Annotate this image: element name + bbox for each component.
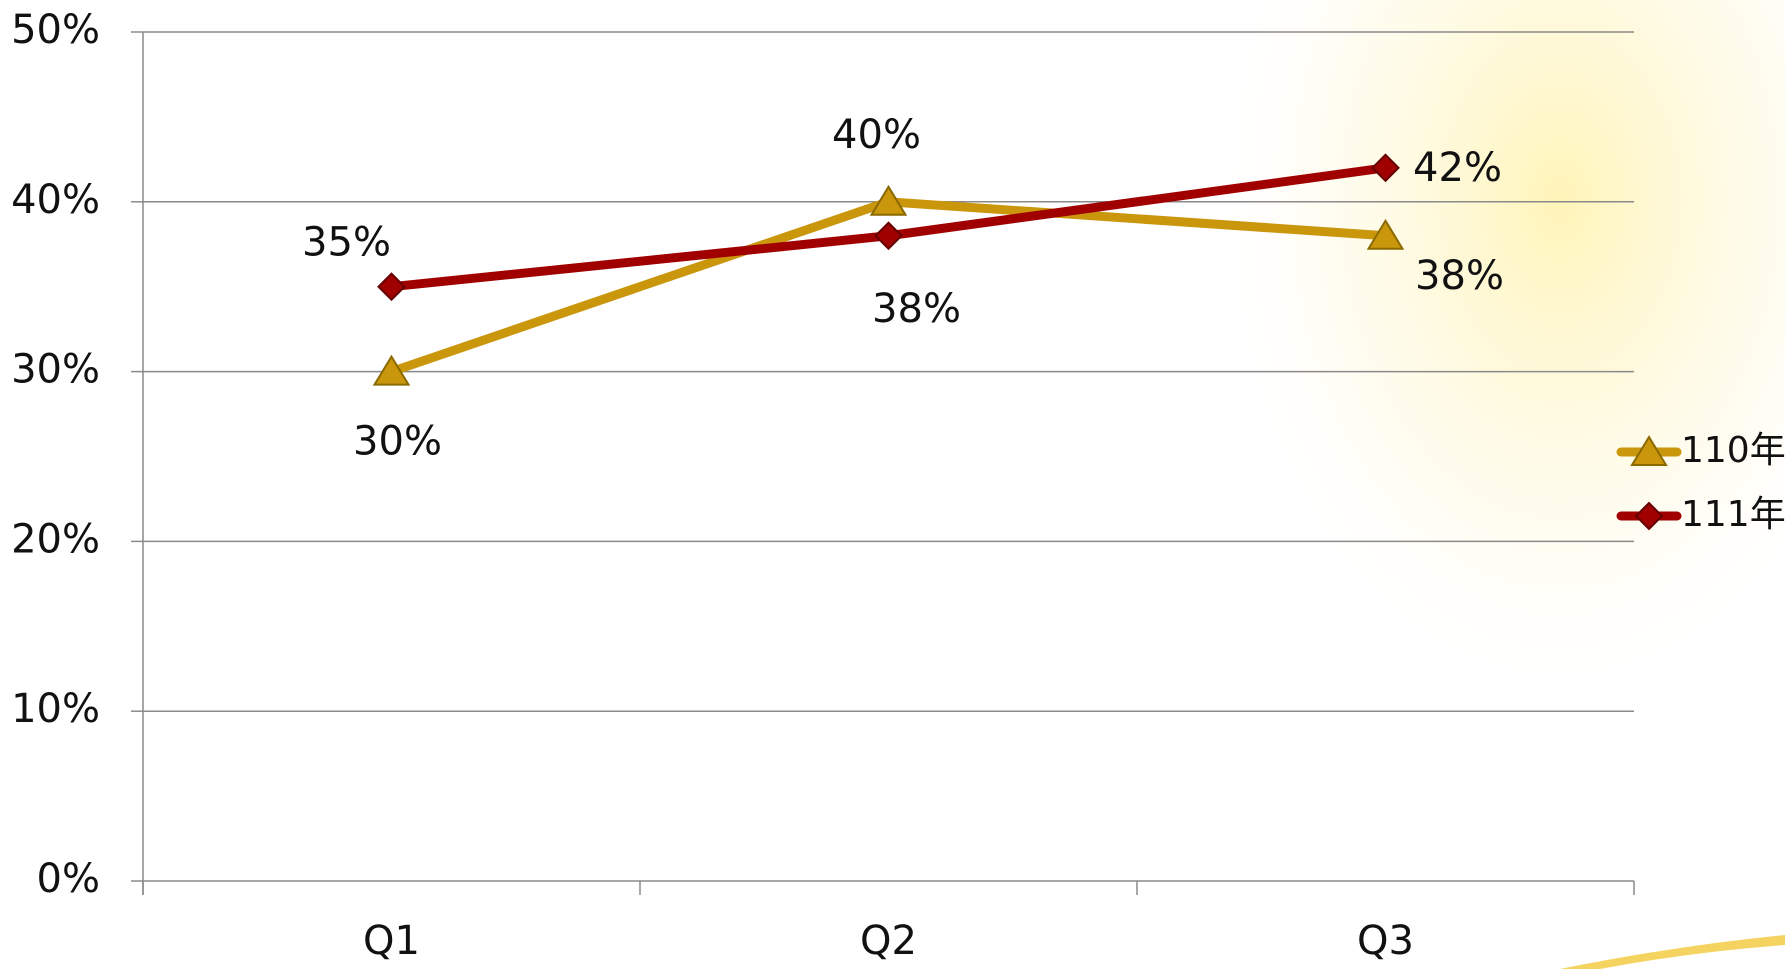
marker-diamond — [1371, 153, 1400, 183]
marker-diamond — [377, 272, 406, 302]
legend-label: 111年 — [1681, 494, 1785, 535]
y-tick-label: 0% — [37, 856, 100, 902]
plot-area: 0% 10% 20% 30% 40% 50% Q1 Q2 Q3 30% 40% 38% 110年 35% 3… — [11, 7, 1785, 964]
x-tick-label: Q3 — [1357, 918, 1414, 964]
legend-marker — [1630, 435, 1668, 466]
data-label: 30% — [353, 419, 442, 465]
legend-item: 111年 — [1616, 494, 1785, 535]
background-glow — [1230, 0, 1785, 680]
legend-marker — [1634, 501, 1664, 531]
data-label: 38% — [872, 286, 961, 332]
data-label: 38% — [1415, 253, 1504, 299]
background-swoosh — [1560, 935, 1785, 969]
y-tick-label: 30% — [11, 347, 100, 393]
y-tick-label: 20% — [11, 516, 100, 562]
legend-label: 110年 — [1681, 430, 1785, 471]
y-tick-label: 10% — [11, 686, 100, 732]
data-label: 35% — [302, 220, 391, 266]
x-tick-label: Q2 — [860, 918, 917, 964]
y-tick-label: 50% — [11, 7, 100, 53]
x-tick-label: Q1 — [363, 918, 420, 964]
legend-item: 110年 — [1616, 430, 1785, 471]
marker-diamond — [874, 221, 903, 251]
marker-triangle — [869, 184, 908, 216]
data-label: 42% — [1413, 145, 1502, 191]
data-label: 40% — [832, 112, 921, 158]
marker-triangle — [372, 354, 411, 386]
marker-triangle — [1366, 218, 1405, 250]
y-tick-label: 40% — [11, 177, 100, 223]
